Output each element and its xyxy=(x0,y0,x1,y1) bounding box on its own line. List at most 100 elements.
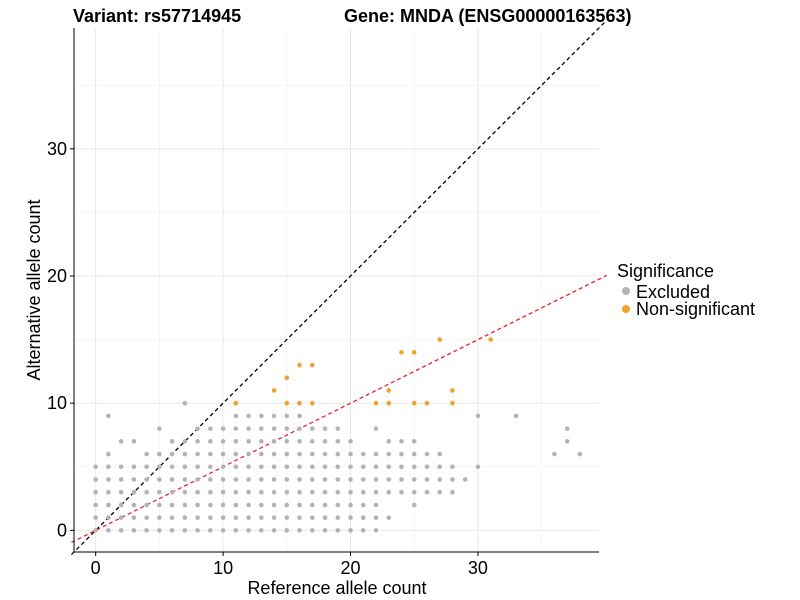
axes: 0 10 20 30 0 10 20 30 xyxy=(47,28,599,578)
point-excluded xyxy=(399,489,404,495)
point-excluded xyxy=(259,464,264,470)
point-non-significant xyxy=(284,400,290,406)
point-non-significant xyxy=(284,375,290,381)
point-excluded xyxy=(437,477,443,482)
point-excluded xyxy=(233,464,239,470)
point-excluded xyxy=(284,477,290,482)
point-excluded xyxy=(335,464,341,470)
point-excluded xyxy=(513,413,519,419)
point-excluded xyxy=(309,502,315,508)
point-excluded xyxy=(233,489,239,495)
point-excluded xyxy=(208,426,213,431)
point-excluded xyxy=(322,489,328,495)
point-non-significant xyxy=(437,337,443,342)
point-excluded xyxy=(411,477,417,482)
point-excluded xyxy=(220,528,226,533)
point-excluded xyxy=(450,477,455,482)
point-excluded xyxy=(271,502,277,508)
point-non-significant xyxy=(450,388,455,393)
point-non-significant xyxy=(271,388,277,393)
y-tick-label: 0 xyxy=(57,520,67,540)
point-excluded xyxy=(335,515,341,520)
point-non-significant xyxy=(309,362,315,368)
x-tick-label: 20 xyxy=(341,558,361,578)
point-excluded xyxy=(195,502,200,508)
point-excluded xyxy=(220,464,226,470)
point-excluded xyxy=(131,489,137,495)
point-excluded xyxy=(424,451,430,457)
point-excluded xyxy=(246,413,251,419)
point-excluded xyxy=(335,439,341,444)
point-excluded xyxy=(233,477,239,482)
point-excluded xyxy=(195,439,200,444)
point-excluded xyxy=(259,413,264,419)
point-excluded xyxy=(182,515,188,520)
point-excluded xyxy=(309,515,315,520)
point-excluded xyxy=(297,515,302,520)
point-excluded xyxy=(233,502,239,508)
point-excluded xyxy=(373,528,379,533)
point-excluded xyxy=(106,489,111,495)
point-excluded xyxy=(220,477,226,482)
point-excluded xyxy=(259,528,264,533)
point-excluded xyxy=(195,464,200,470)
x-axis-title: Reference allele count xyxy=(247,578,426,598)
point-excluded xyxy=(182,400,188,406)
point-excluded xyxy=(348,502,353,508)
point-excluded xyxy=(271,451,277,457)
point-excluded xyxy=(233,413,239,419)
point-excluded xyxy=(182,464,188,470)
point-excluded xyxy=(195,426,200,431)
point-excluded xyxy=(259,477,264,482)
point-excluded xyxy=(373,515,379,520)
point-excluded xyxy=(271,426,277,431)
point-excluded xyxy=(309,451,315,457)
point-excluded xyxy=(322,439,328,444)
point-excluded xyxy=(564,439,570,444)
variant-title: Variant: rs57714945 xyxy=(73,6,241,26)
point-excluded xyxy=(246,515,251,520)
point-excluded xyxy=(411,451,417,457)
point-excluded xyxy=(195,477,200,482)
point-excluded xyxy=(118,528,124,533)
point-excluded xyxy=(220,439,226,444)
point-excluded xyxy=(106,502,111,508)
identity-reference-line xyxy=(70,19,608,556)
point-excluded xyxy=(322,515,328,520)
point-excluded xyxy=(335,489,341,495)
point-excluded xyxy=(399,477,404,482)
point-excluded xyxy=(297,451,302,457)
point-excluded xyxy=(348,515,353,520)
point-excluded xyxy=(437,451,443,457)
point-excluded xyxy=(297,528,302,533)
point-excluded xyxy=(106,464,111,470)
point-non-significant xyxy=(411,350,417,355)
point-excluded xyxy=(246,464,251,470)
point-excluded xyxy=(208,502,213,508)
point-excluded xyxy=(246,426,251,431)
point-excluded xyxy=(284,439,290,444)
reference-lines xyxy=(70,19,608,556)
point-excluded xyxy=(118,515,124,520)
point-excluded xyxy=(169,489,175,495)
point-excluded xyxy=(271,528,277,533)
point-excluded xyxy=(118,489,124,495)
point-excluded xyxy=(322,502,328,508)
point-excluded xyxy=(424,464,430,470)
point-excluded xyxy=(246,528,251,533)
point-excluded xyxy=(259,502,264,508)
point-excluded xyxy=(373,489,379,495)
point-excluded xyxy=(373,502,379,508)
point-excluded xyxy=(106,451,111,457)
point-non-significant xyxy=(297,400,302,406)
point-excluded xyxy=(118,464,124,470)
x-tick-label: 0 xyxy=(91,558,101,578)
point-excluded xyxy=(93,489,98,495)
point-non-significant xyxy=(297,362,302,368)
point-excluded xyxy=(259,489,264,495)
point-excluded xyxy=(399,451,404,457)
point-excluded xyxy=(182,477,188,482)
point-excluded xyxy=(169,515,175,520)
point-excluded xyxy=(297,413,302,419)
point-excluded xyxy=(144,451,149,457)
